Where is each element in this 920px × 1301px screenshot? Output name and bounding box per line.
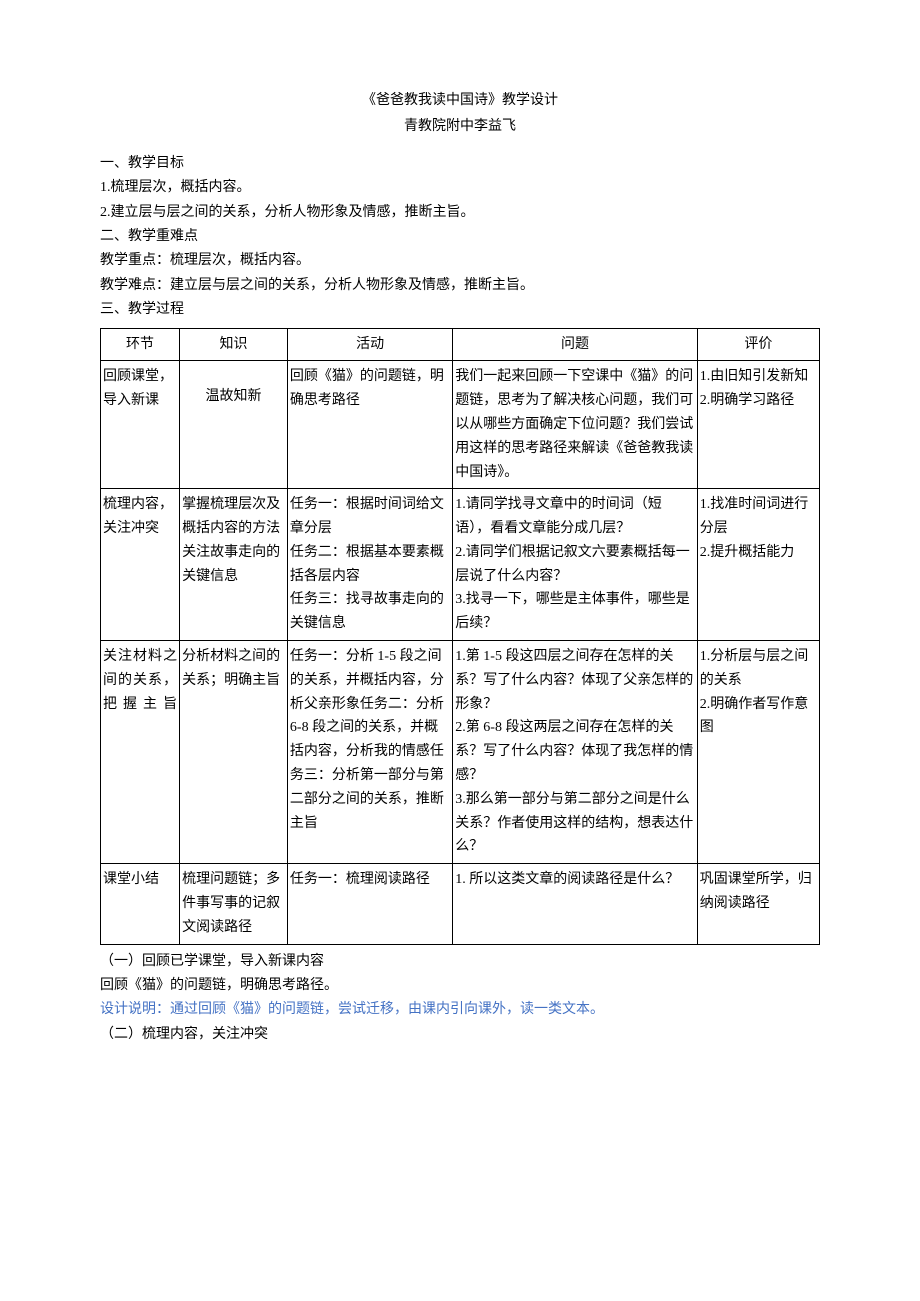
table-row: 课堂小结 梳理问题链；多件事写事的记叙文阅读路径 任务一：梳理阅读路径 1. 所… (101, 864, 820, 944)
cell-stage: 梳理内容，关注冲突 (101, 489, 180, 641)
document-title: 《爸爸教我读中国诗》教学设计 (100, 90, 820, 112)
cell-evaluation: 1.由旧知引发新知2.明确学习路径 (697, 361, 819, 489)
cell-stage: 关注材料之间的关系，把握主旨 (101, 641, 180, 864)
cell-knowledge: 分析材料之间的关系；明确主旨 (180, 641, 288, 864)
cell-activity: 任务一：分析 1-5 段之间的关系，并概括内容，分析父亲形象任务二：分析6-8 … (287, 641, 452, 864)
lesson-plan-table: 环节 知识 活动 问题 评价 回顾课堂，导入新课 温故知新 回顾《猫》的问题链，… (100, 328, 820, 945)
design-note: 设计说明：通过回顾《猫》的问题链，尝试迁移，由课内引向课外，读一类文本。 (100, 999, 820, 1021)
cell-evaluation: 1.分析层与层之间的关系2.明确作者写作意图 (697, 641, 819, 864)
cell-knowledge: 掌握梳理层次及概括内容的方法关注故事走向的关键信息 (180, 489, 288, 641)
header-knowledge: 知识 (180, 328, 288, 361)
document-page: 《爸爸教我读中国诗》教学设计 青教院附中李益飞 一、教学目标 1.梳理层次，概括… (0, 0, 920, 1301)
table-header-row: 环节 知识 活动 问题 评价 (101, 328, 820, 361)
table-row: 梳理内容，关注冲突 掌握梳理层次及概括内容的方法关注故事走向的关键信息 任务一：… (101, 489, 820, 641)
table-row: 关注材料之间的关系，把握主旨 分析材料之间的关系；明确主旨 任务一：分析 1-5… (101, 641, 820, 864)
cell-activity: 任务一：梳理阅读路径 (287, 864, 452, 944)
heading-key-points: 二、教学重难点 (100, 226, 820, 248)
heading-objectives: 一、教学目标 (100, 153, 820, 175)
cell-evaluation: 1.找准时间词进行分层2.提升概括能力 (697, 489, 819, 641)
post-line-4: （二）梳理内容，关注冲突 (100, 1024, 820, 1046)
cell-evaluation: 巩固课堂所学，归纳阅读路径 (697, 864, 819, 944)
key-point-2: 教学难点：建立层与层之间的关系，分析人物形象及情感，推断主旨。 (100, 275, 820, 297)
header-stage: 环节 (101, 328, 180, 361)
cell-stage: 课堂小结 (101, 864, 180, 944)
cell-question: 我们一起来回顾一下空课中《猫》的问题链，思考为了解决核心问题，我们可以从哪些方面… (453, 361, 697, 489)
objective-2: 2.建立层与层之间的关系，分析人物形象及情感，推断主旨。 (100, 202, 820, 224)
cell-activity: 任务一：根据时间词给文章分层任务二：根据基本要素概括各层内容任务三：找寻故事走向… (287, 489, 452, 641)
header-evaluation: 评价 (697, 328, 819, 361)
post-line-1: （一）回顾已学课堂，导入新课内容 (100, 951, 820, 973)
key-point-1: 教学重点：梳理层次，概括内容。 (100, 250, 820, 272)
header-activity: 活动 (287, 328, 452, 361)
cell-stage: 回顾课堂，导入新课 (101, 361, 180, 489)
heading-process: 三、教学过程 (100, 299, 820, 321)
cell-knowledge: 温故知新 (180, 361, 288, 489)
cell-question: 1.请同学找寻文章中的时间词（短语），看看文章能分成几层？2.请同学们根据记叙文… (453, 489, 697, 641)
document-subtitle: 青教院附中李益飞 (100, 116, 820, 138)
cell-question: 1. 所以这类文章的阅读路径是什么？ (453, 864, 697, 944)
cell-question: 1.第 1-5 段这四层之间存在怎样的关系？写了什么内容？体现了父亲怎样的形象？… (453, 641, 697, 864)
post-line-2: 回顾《猫》的问题链，明确思考路径。 (100, 975, 820, 997)
cell-activity: 回顾《猫》的问题链，明确思考路径 (287, 361, 452, 489)
header-question: 问题 (453, 328, 697, 361)
cell-knowledge: 梳理问题链；多件事写事的记叙文阅读路径 (180, 864, 288, 944)
table-row: 回顾课堂，导入新课 温故知新 回顾《猫》的问题链，明确思考路径 我们一起来回顾一… (101, 361, 820, 489)
objective-1: 1.梳理层次，概括内容。 (100, 177, 820, 199)
